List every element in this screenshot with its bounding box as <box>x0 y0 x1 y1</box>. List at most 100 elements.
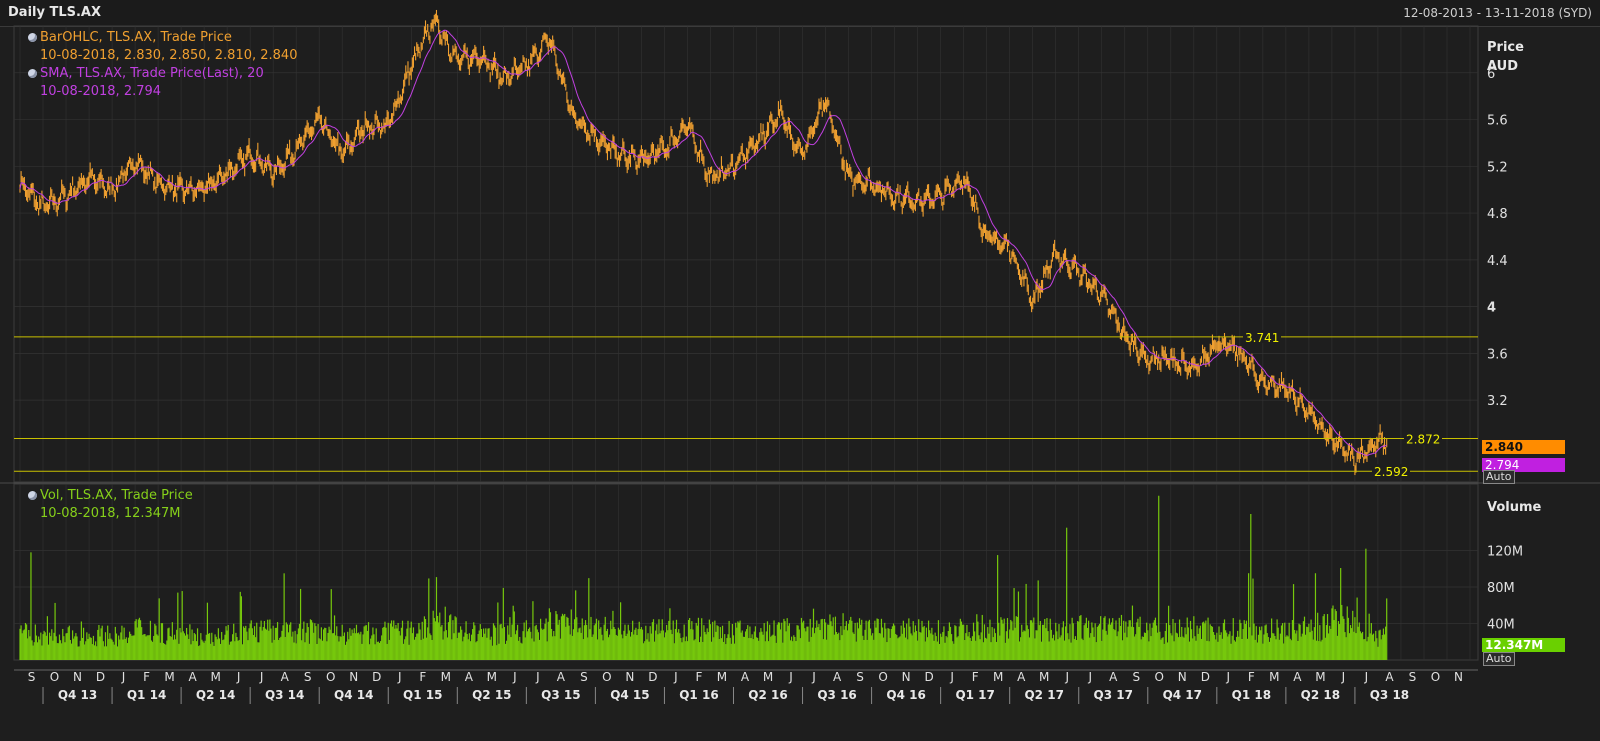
volume-bar <box>93 645 96 660</box>
legend-toggle-icon[interactable] <box>28 33 37 42</box>
volume-bar <box>874 620 876 660</box>
volume-bar <box>402 643 405 660</box>
volume-bar <box>385 627 387 660</box>
volume-bar <box>522 631 524 660</box>
volume-bar <box>682 637 684 660</box>
volume-bar <box>139 620 142 660</box>
volume-bar <box>34 624 36 660</box>
volume-bar <box>303 621 305 660</box>
price-auto-button[interactable]: Auto <box>1483 470 1515 484</box>
volume-bar <box>884 622 886 660</box>
volume-bar <box>1209 624 1211 660</box>
volume-bar <box>337 636 339 660</box>
month-tick-label: J <box>535 670 540 684</box>
annotation-label-bg <box>1243 329 1281 343</box>
month-tick-label: M <box>1269 670 1279 684</box>
volume-bar <box>730 643 732 660</box>
volume-bar <box>588 578 590 660</box>
volume-bar <box>624 624 626 660</box>
volume-bar <box>249 623 251 660</box>
volume-bar <box>95 641 97 660</box>
volume-bar <box>610 620 612 660</box>
volume-bar <box>813 633 816 660</box>
volume-bar <box>487 628 489 660</box>
volume-bar <box>1128 620 1130 660</box>
volume-bar <box>868 619 870 660</box>
volume-bar <box>175 639 177 660</box>
volume-bar <box>1374 641 1376 660</box>
legend-toggle-icon[interactable] <box>28 69 37 78</box>
volume-bar <box>1075 640 1078 660</box>
volume-bar <box>875 627 877 660</box>
volume-bar <box>525 620 527 660</box>
volume-bar <box>170 636 172 660</box>
volume-bar <box>822 639 824 660</box>
volume-bar <box>312 622 314 660</box>
volume-bar <box>121 625 123 660</box>
volume-bar <box>413 639 416 660</box>
volume-bar <box>153 635 155 660</box>
volume-bar <box>986 638 988 660</box>
volume-bar <box>758 640 760 660</box>
volume-bar <box>1371 634 1374 660</box>
volume-bar <box>198 646 200 660</box>
volume-bar <box>707 632 709 660</box>
volume-bar <box>633 634 635 660</box>
volume-bar <box>145 636 147 660</box>
volume-bar <box>1342 616 1344 660</box>
volume-bar <box>1238 636 1240 660</box>
volume-bar <box>1097 625 1100 660</box>
volume-bar <box>850 616 852 660</box>
month-tick-label: J <box>1087 670 1092 684</box>
volume-bar <box>499 624 501 660</box>
volume-bar <box>784 621 786 660</box>
volume-bar <box>770 636 772 660</box>
volume-bar <box>1323 614 1325 660</box>
volume-bar <box>421 621 423 660</box>
volume-bar <box>955 626 957 660</box>
volume-bar <box>136 627 138 660</box>
month-tick-label: N <box>1454 670 1463 684</box>
volume-bar <box>896 635 898 660</box>
volume-bar <box>1290 640 1292 660</box>
volume-bar <box>747 625 749 660</box>
volume-bar <box>209 633 211 660</box>
volume-bar <box>96 646 98 660</box>
volume-bar <box>47 644 50 660</box>
volume-bar <box>764 641 766 660</box>
volume-bar <box>229 641 232 660</box>
volume-bar <box>684 641 686 660</box>
volume-bar <box>532 601 534 660</box>
volume-bar <box>267 619 269 660</box>
volume-bar <box>838 632 840 660</box>
price-tick-label: 6 <box>1487 67 1495 82</box>
volume-bar <box>1037 580 1039 660</box>
volume-bar <box>324 627 326 660</box>
volume-bar <box>862 635 864 660</box>
month-tick-label: N <box>1178 670 1187 684</box>
volume-bar <box>68 625 70 660</box>
volume-bar <box>719 627 721 660</box>
volume-bar <box>548 608 550 660</box>
volume-bar <box>1199 625 1201 660</box>
volume-bar <box>547 621 549 660</box>
volume-bar <box>420 639 422 660</box>
volume-bar <box>999 635 1001 660</box>
volume-bar <box>529 627 531 660</box>
legend-toggle-icon[interactable] <box>28 491 37 500</box>
volume-bar <box>187 634 189 660</box>
volume-bar <box>234 641 236 660</box>
volume-bar <box>1024 631 1026 660</box>
volume-bar <box>453 633 455 660</box>
volume-bar <box>892 623 895 660</box>
volume-auto-button[interactable]: Auto <box>1483 652 1515 666</box>
volume-bar <box>1017 591 1020 660</box>
volume-bar <box>426 637 428 660</box>
volume-bar <box>600 627 602 660</box>
volume-bar <box>519 636 521 660</box>
volume-bar <box>1048 641 1050 660</box>
volume-bar <box>166 640 168 660</box>
volume-bar <box>534 626 536 660</box>
volume-bar <box>1131 605 1134 660</box>
